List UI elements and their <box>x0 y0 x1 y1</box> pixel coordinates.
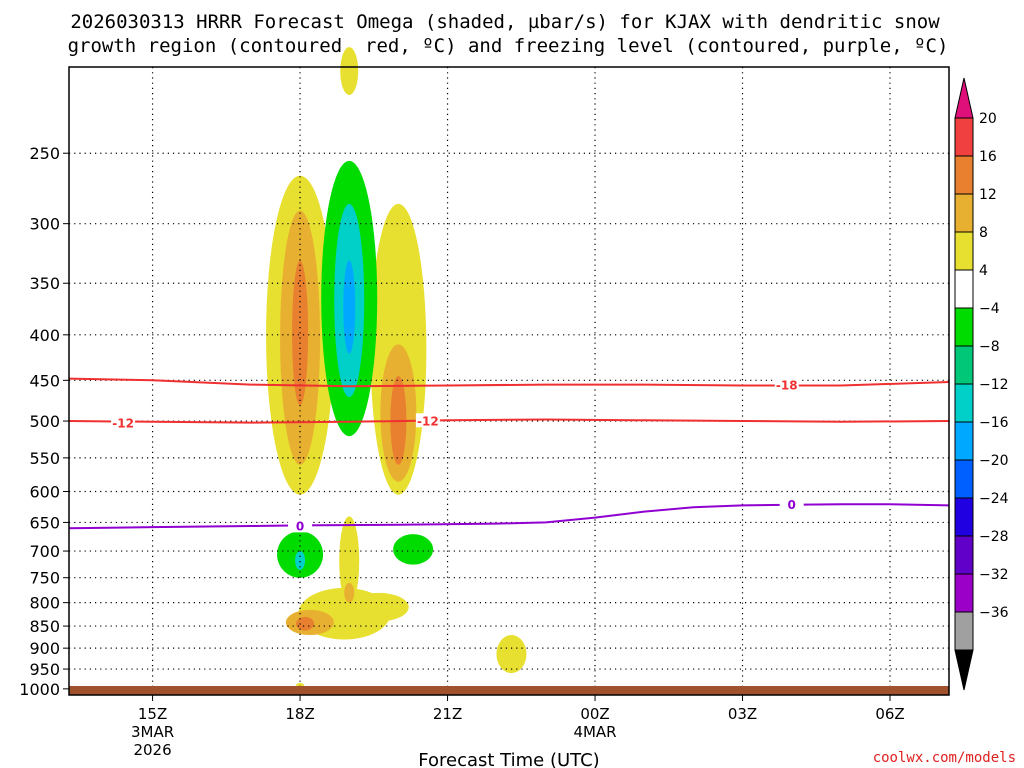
colorbar-swatch <box>954 383 974 423</box>
y-tick-label: 1000 <box>19 680 60 699</box>
colorbar-swatch <box>954 611 974 651</box>
x-tick-label: 18Z <box>285 705 314 723</box>
colorbar-swatch <box>954 345 974 385</box>
colorbar-max-arrow <box>954 77 974 119</box>
colorbar-tick-label: 4 <box>979 263 988 279</box>
terrain-strip <box>69 686 949 695</box>
colorbar-tick-label: 20 <box>979 111 997 127</box>
x-tick-label: 03Z <box>728 705 757 723</box>
y-tick-label: 800 <box>29 594 60 613</box>
colorbar-tick-label: −4 <box>979 301 1000 317</box>
colorbar-tick-label: −12 <box>979 377 1009 393</box>
colorbar-swatch <box>954 421 974 461</box>
x-tick-label: 00Z <box>580 705 609 723</box>
omega-shade <box>339 516 360 606</box>
colorbar-swatch <box>954 117 974 157</box>
x-tick-year: 2026 <box>133 741 171 759</box>
chart-title-line1: 2026030313 HRRR Forecast Omega (shaded, … <box>70 11 940 33</box>
colorbar-swatch <box>954 459 974 499</box>
contour-label: 0 <box>788 498 796 512</box>
contour-label-bg <box>774 377 799 392</box>
plot-area: -18 -12 -12 0 0 <box>68 47 950 696</box>
omega-shade <box>295 551 306 570</box>
colorbar: 20 16 12 8 4 −4 −8 −12 −16 −20 −24 −28 −32 −36 <box>954 77 1009 691</box>
credit-text: coolwx.com/models <box>873 750 1016 766</box>
y-tick-label: 500 <box>29 412 60 431</box>
colorbar-swatch <box>954 497 974 537</box>
colorbar-min-arrow <box>954 649 974 691</box>
colorbar-tick-label: −32 <box>979 567 1009 583</box>
colorbar-swatch <box>954 307 974 347</box>
colorbar-swatch <box>954 231 974 271</box>
plot-frame <box>68 66 950 696</box>
x-tick-sublabel: 3MAR <box>131 723 174 741</box>
colorbar-swatch <box>954 573 974 613</box>
contour-label-bg <box>779 497 804 512</box>
y-tick-label: 700 <box>29 542 60 561</box>
omega-shade <box>348 592 409 622</box>
colorbar-swatch <box>954 193 974 233</box>
colorbar-tick-label: 16 <box>979 149 997 165</box>
omega-shade <box>295 616 314 631</box>
colorbar-tick-label: −8 <box>979 339 1000 355</box>
omega-shade <box>343 260 356 354</box>
y-tick-label: 400 <box>29 326 60 345</box>
colorbar-tick-label: −20 <box>979 453 1009 469</box>
y-tick-label: 900 <box>29 639 60 658</box>
contour-line <box>68 503 950 530</box>
contour-label-bg <box>111 415 136 430</box>
y-tick-label: 250 <box>29 144 60 163</box>
contour-lines: -18 -12 -12 0 0 <box>68 377 950 533</box>
omega-shade <box>344 582 355 603</box>
y-tick-label: 350 <box>29 274 60 293</box>
omega-shade <box>296 683 305 687</box>
omega-shade <box>393 534 434 565</box>
omega-shade <box>496 635 527 674</box>
colorbar-tick-label: −24 <box>979 491 1009 507</box>
contour-label-bg <box>288 518 313 533</box>
contour-label: -18 <box>776 379 798 393</box>
contour-label: -12 <box>112 417 134 431</box>
colorbar-tick-label: 8 <box>979 225 988 241</box>
x-tick-label: 21Z <box>433 705 462 723</box>
contour-label: -12 <box>417 414 439 428</box>
y-tick-label: 950 <box>29 660 60 679</box>
contour-label-bg <box>415 413 440 428</box>
colorbar-tick-label: −16 <box>979 415 1009 431</box>
x-axis-label: Forecast Time (UTC) <box>418 750 599 768</box>
contour-label: 0 <box>296 519 304 533</box>
y-tick-label: 600 <box>29 482 60 501</box>
omega-shade <box>340 47 359 95</box>
y-tick-label: 550 <box>29 449 60 468</box>
colorbar-tick-label: −28 <box>979 529 1009 545</box>
x-tick-label: 06Z <box>875 705 904 723</box>
colorbar-tick-label: 12 <box>979 187 997 203</box>
y-tick-label: 450 <box>29 371 60 390</box>
contour-line <box>68 418 950 424</box>
y-tick-label: 300 <box>29 215 60 234</box>
y-tick-label: 750 <box>29 569 60 588</box>
x-tick-sublabel: 4MAR <box>573 723 616 741</box>
y-tick-label: 650 <box>29 513 60 532</box>
plot-background <box>69 67 949 695</box>
x-tick-label: 15Z <box>138 705 167 723</box>
colorbar-swatch <box>954 535 974 575</box>
colorbar-tick-label: −36 <box>979 605 1009 621</box>
chart-title-line2: growth region (contoured, red, ºC) and f… <box>68 35 949 57</box>
colorbar-swatch <box>954 155 974 195</box>
y-tick-label: 850 <box>29 617 60 636</box>
colorbar-swatch <box>954 269 974 309</box>
pressure-axis: 250 300 350 400 450 500 550 600 650 700 750 800 850 9… <box>19 144 69 699</box>
